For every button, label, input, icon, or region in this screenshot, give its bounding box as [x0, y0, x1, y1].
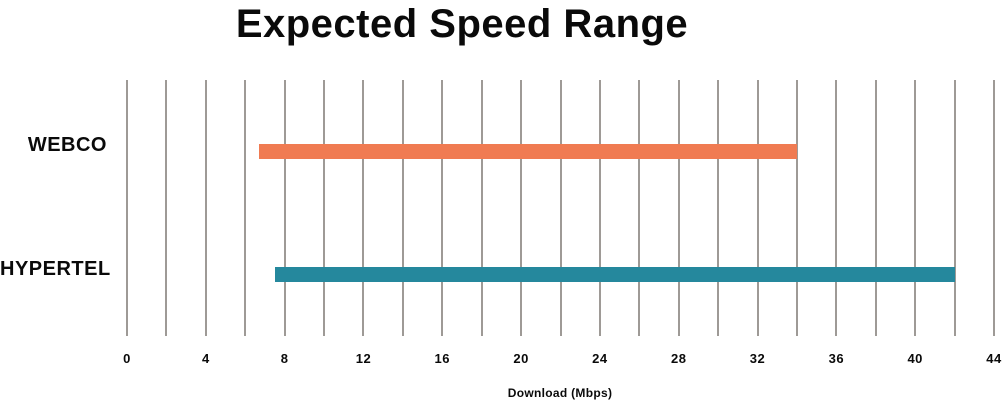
- x-tick-label: 36: [828, 351, 845, 366]
- gridline: [717, 80, 720, 336]
- gridline: [559, 80, 562, 336]
- gridline: [441, 80, 444, 336]
- gridline: [401, 80, 404, 336]
- x-tick-label: 12: [355, 351, 372, 366]
- gridline: [520, 80, 523, 336]
- gridline: [993, 80, 995, 336]
- x-tick-label: 44: [986, 351, 1002, 366]
- x-tick-label: 8: [280, 351, 289, 366]
- x-axis-label: Download (Mbps): [507, 386, 613, 400]
- x-tick-label: 16: [434, 351, 450, 366]
- x-tick-label: 28: [670, 351, 687, 366]
- gridline: [362, 80, 365, 336]
- gridline: [756, 80, 759, 336]
- x-tick-label: 24: [592, 351, 608, 366]
- gridline: [874, 80, 877, 336]
- gridline: [835, 80, 838, 336]
- chart-title: Expected Speed Range: [235, 2, 689, 46]
- gridline: [677, 80, 680, 336]
- gridline: [953, 80, 956, 336]
- gridline: [244, 80, 247, 336]
- category-label-hypertel: HYPERTEL: [0, 258, 111, 280]
- x-tick-label: 0: [123, 351, 131, 366]
- gridline: [165, 80, 168, 336]
- gridline: [480, 80, 483, 336]
- gridline: [638, 80, 641, 336]
- gridline: [914, 80, 917, 336]
- bar-webco: [259, 144, 797, 159]
- gridline: [283, 80, 286, 336]
- gridline: [795, 80, 798, 336]
- x-tick-label: 40: [907, 351, 923, 366]
- x-tick-label: 20: [513, 351, 529, 366]
- x-tick-label: 32: [749, 351, 766, 366]
- bar-hypertel: [274, 267, 955, 282]
- x-tick-label: 4: [201, 351, 210, 366]
- category-label-webco: WEBCO: [27, 134, 107, 156]
- gridline: [323, 80, 326, 336]
- gridline: [126, 80, 128, 336]
- gridline: [598, 80, 601, 336]
- gridline: [204, 80, 207, 336]
